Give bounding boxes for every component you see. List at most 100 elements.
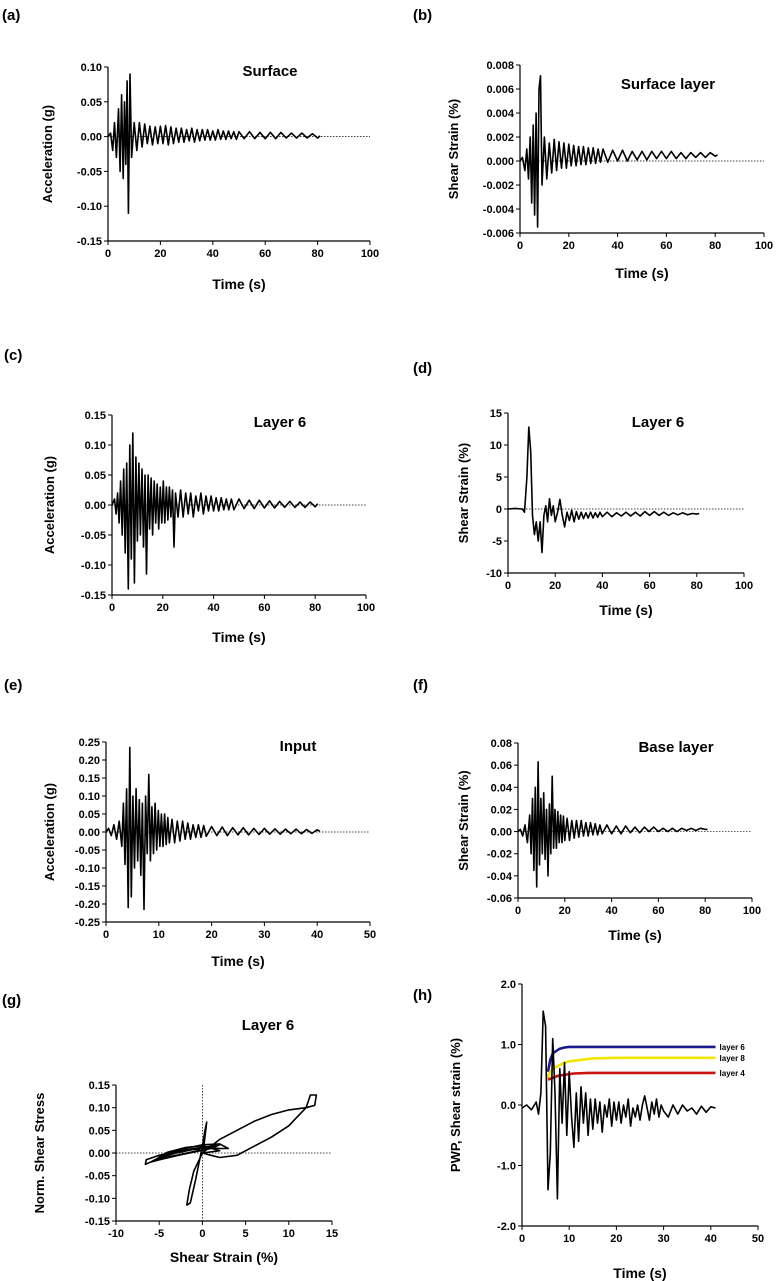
chart-title: Input [280,738,317,755]
x-tick-label: 40 [605,905,617,917]
series-line-0 [107,73,321,214]
y-axis-label: Acceleration (g) [42,783,57,881]
x-tick-label: 40 [611,240,623,252]
x-tick-label: 80 [309,602,321,614]
series-line-3 [521,1010,716,1200]
x-tick-label: 60 [643,580,655,592]
y-tick-label: 0.05 [81,97,102,109]
y-tick-label: -0.05 [75,845,100,857]
y-tick-label: -0.002 [483,180,514,192]
y-tick-label: 0.10 [79,791,100,803]
panel-a: (a) -0.15 -0.10 -0.05 0.00 0.05 0.10 0 20 40 60 80 1… [2,7,379,292]
series-line-layer-6 [546,1045,716,1072]
y-tick-label: 0.00 [85,500,106,512]
panel-label: (h) [413,987,432,1004]
panel-e: (e) -0.25 -0.20 -0.15 -0.10 -0.05 0.00 0.05 0.10… [4,677,376,969]
y-tick-label: 0.15 [85,410,106,422]
panel-b: (b) -0.006 -0.004 -0.002 0.000 0.002 0.004 0.00… [413,7,773,281]
x-tick-label: 100 [361,248,379,260]
y-tick-label: 0.00 [79,827,100,839]
y-tick-label: 0.15 [89,1080,110,1092]
y-tick-label: -0.04 [487,871,513,883]
x-tick-label: 0 [505,580,511,592]
x-tick-label: 100 [357,602,375,614]
x-tick-label: 60 [652,905,664,917]
x-tick-label: 80 [709,240,721,252]
y-tick-label: 0.10 [81,62,102,74]
panel-f: (f) -0.06 -0.04 -0.02 0.00 0.02 0.04 0.06 0.08 0 2… [413,677,761,943]
y-tick-label: 10 [490,440,502,452]
y-tick-label: -0.02 [487,849,512,861]
x-tick-label: 100 [735,580,753,592]
chart-title: Base layer [638,739,713,756]
series-line-0 [105,746,321,911]
x-tick-label: 80 [691,580,703,592]
y-tick-label: 0.02 [491,804,512,816]
y-tick-label: 0.006 [486,84,514,96]
y-tick-label: 0.04 [491,782,513,794]
y-axis-label: Norm. Shear Stress [32,1093,47,1214]
y-tick-label: 0.25 [79,737,100,749]
x-tick-label: 10 [153,929,165,941]
y-tick-label: 0.008 [486,60,514,72]
y-tick-label: 0.20 [79,755,100,767]
y-tick-label: -0.10 [81,560,106,572]
panel-label: (e) [4,677,22,694]
y-tick-label: 0.002 [486,132,514,144]
x-tick-label: 20 [157,602,169,614]
x-tick-label: 20 [559,905,571,917]
x-tick-label: 15 [326,1228,338,1240]
x-tick-label: 30 [258,929,270,941]
y-tick-label: -10 [486,568,502,580]
x-axis-label: Time (s) [599,602,652,618]
y-tick-label: -0.06 [487,893,512,905]
y-tick-label: 0.05 [85,470,106,482]
panel-label: (c) [4,347,22,364]
y-tick-label: -0.006 [483,228,514,240]
y-tick-label: -0.05 [85,1171,110,1183]
x-tick-label: 80 [311,248,323,260]
panel-label: (b) [413,7,432,24]
y-tick-label: 0.00 [81,132,102,144]
y-tick-label: -0.10 [85,1193,110,1205]
y-tick-label: -0.15 [81,590,106,602]
x-tick-label: -10 [108,1228,124,1240]
x-tick-label: 60 [259,248,271,260]
x-axis-label: Time (s) [608,927,661,943]
y-tick-label: -0.15 [85,1216,110,1228]
chart-title: Surface [242,63,297,80]
x-tick-label: 100 [755,240,773,252]
x-tick-label: 20 [154,248,166,260]
x-axis-label: Time (s) [212,276,265,292]
x-axis-label: Shear Strain (%) [170,1249,278,1265]
x-tick-label: 30 [657,1233,669,1245]
y-tick-label: -0.15 [77,236,102,248]
x-tick-label: 10 [563,1233,575,1245]
panel-c: (c) -0.15 -0.10 -0.05 0.00 0.05 0.10 0.15 0 20 40 6… [4,347,375,645]
series-line-0 [517,761,708,888]
y-tick-label: -0.20 [75,899,100,911]
y-tick-label: -5 [492,536,502,548]
x-tick-label: 20 [563,240,575,252]
y-tick-label: -1.0 [497,1161,516,1173]
x-tick-label: 20 [549,580,561,592]
series-line-layer-4 [547,1071,716,1081]
x-tick-label: 100 [743,905,761,917]
series-line-0 [111,432,319,590]
x-tick-label: 20 [205,929,217,941]
x-axis-label: Time (s) [615,265,668,281]
x-tick-label: 0 [103,929,109,941]
x-tick-label: 40 [596,580,608,592]
series-line-0 [519,75,718,228]
y-axis-label: Shear Strain (%) [456,770,471,870]
x-tick-label: 50 [752,1233,764,1245]
y-tick-label: 0.10 [85,440,106,452]
series-label: layer 8 [720,1054,746,1063]
y-tick-label: 0.00 [491,827,512,839]
y-axis-label: PWP, Shear strain (%) [448,1038,463,1172]
x-tick-label: 20 [610,1233,622,1245]
series-line-0 [144,1094,318,1206]
x-tick-label: 5 [243,1228,249,1240]
x-tick-label: -5 [154,1228,164,1240]
